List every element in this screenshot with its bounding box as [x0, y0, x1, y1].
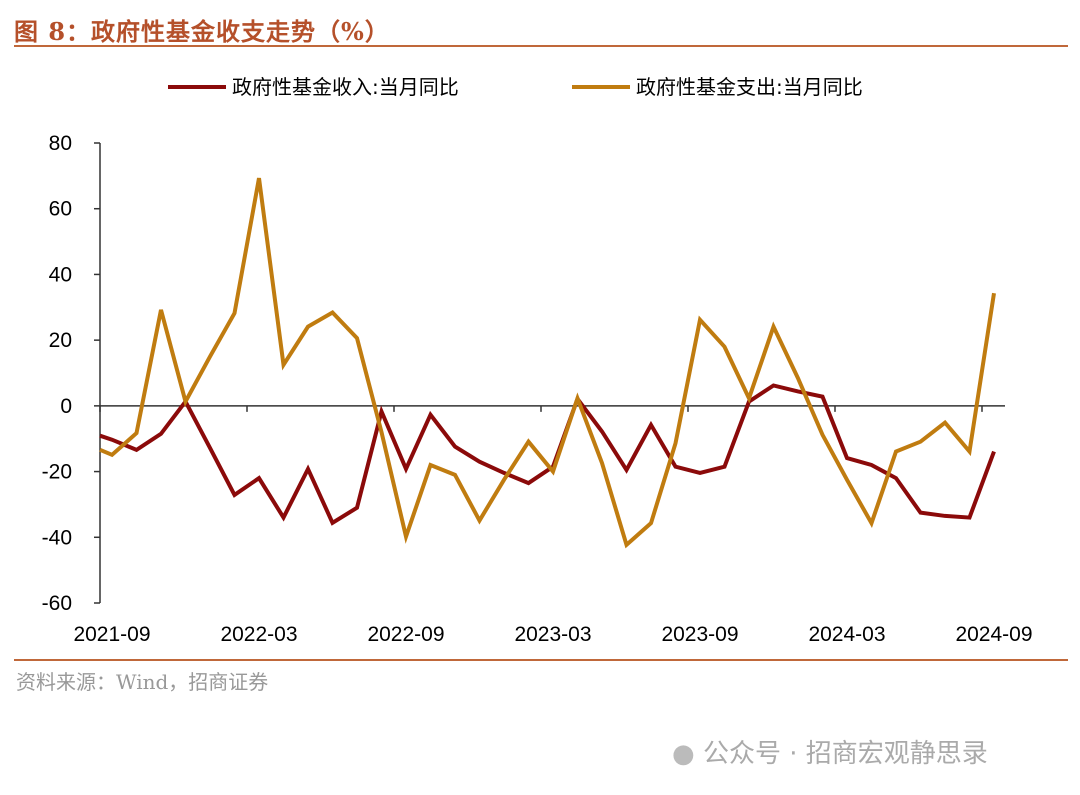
source-divider	[14, 659, 1068, 661]
watermark-text: 公众号 · 招商宏观静思录	[702, 739, 988, 769]
x-tick-label: 2024-03	[808, 623, 885, 646]
y-tick-label: 0	[60, 395, 72, 418]
y-tick-label: 80	[49, 132, 72, 155]
source-note: 资料来源：Wind，招商证券	[16, 670, 269, 694]
watermark: ● 公众号 · 招商宏观静思录	[672, 733, 988, 770]
y-tick-label: -60	[42, 592, 72, 615]
y-tick-label: -40	[42, 526, 72, 549]
y-tick-label: 20	[49, 329, 72, 352]
figure-title: 图 8：政府性基金收支走势（%）	[14, 17, 390, 46]
x-tick-label: 2024-09	[955, 623, 1032, 646]
y-tick-label: 40	[49, 263, 72, 286]
x-tick-label: 2023-09	[661, 623, 738, 646]
x-tick-label: 2023-03	[514, 623, 591, 646]
wechat-icon: ●	[672, 739, 695, 769]
title-divider	[14, 45, 1068, 47]
x-tick-label: 2022-03	[220, 623, 297, 646]
x-tick-label: 2022-09	[367, 623, 444, 646]
legend-label: 政府性基金收入:当月同比	[232, 75, 459, 99]
series-line-expenditure	[99, 177, 996, 549]
legend-label: 政府性基金支出:当月同比	[636, 75, 863, 99]
x-tick-label: 2021-09	[73, 623, 150, 646]
y-tick-label: -20	[42, 461, 72, 484]
y-tick-label: 60	[49, 198, 72, 221]
series-line-revenue	[99, 383, 996, 526]
